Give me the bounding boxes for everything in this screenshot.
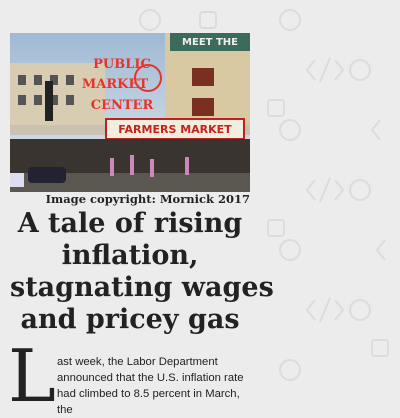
page: MEET THE PUBLIC MARKET CENTER FARMERS MA… (8, 9, 389, 416)
title-line: stagnating wages (10, 272, 274, 303)
sign-text: MEET THE (182, 37, 238, 48)
neon-sign: CENTER (91, 98, 154, 113)
title-line: A tale of rising (17, 208, 243, 239)
article-title: A tale of rising inflation, stagnating wag… (10, 208, 274, 336)
market-sign: FARMERS MARKET (118, 123, 232, 136)
neon-sign: MARKET (82, 77, 148, 92)
title-line: and pricey gas (20, 304, 240, 335)
title-line: inflation, (61, 240, 199, 271)
market-photo: MEET THE PUBLIC MARKET CENTER FARMERS MA… (10, 33, 250, 192)
neon-sign: PUBLIC (93, 57, 151, 72)
image-caption: Image copyright: Mornick 2017 (45, 192, 250, 206)
article-body: ast week, the Labor Department announced… (57, 356, 244, 416)
background-pattern (139, 9, 389, 381)
drop-cap: L (8, 334, 56, 418)
